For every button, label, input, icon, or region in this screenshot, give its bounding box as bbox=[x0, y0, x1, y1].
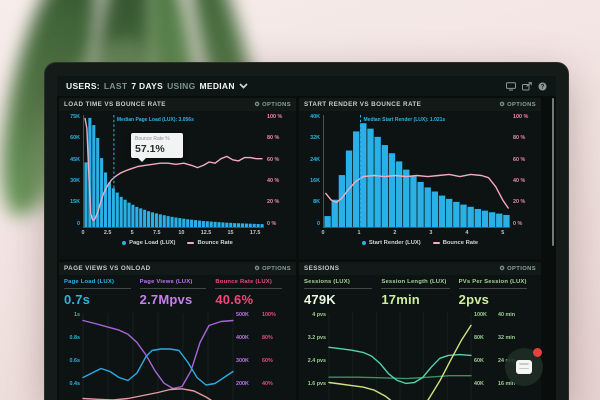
median-annotation: Median Page Load (LUX): 3.056s bbox=[116, 117, 194, 123]
laptop: USERS: LAST 7 DAYS USING MEDIAN bbox=[44, 62, 569, 400]
x-axis: 0 2.5 5 7.5 10 12.5 15 17.5 bbox=[81, 230, 261, 236]
metric-label: Page Views (LUX) bbox=[139, 279, 207, 289]
chart-area: 4 pvs 3.2 pvs 2.4 pvs 1.6 pvs 100K 80K 60K 40K… bbox=[299, 309, 541, 400]
y-axis-left: 40K 32K 24K 16K 8K 0 bbox=[310, 114, 320, 227]
date-range-selector[interactable]: USERS: LAST 7 DAYS USING MEDIAN bbox=[66, 81, 248, 91]
gear-icon: ⚙ bbox=[254, 265, 261, 272]
dashboard-screen: USERS: LAST 7 DAYS USING MEDIAN bbox=[57, 76, 556, 400]
help-icon[interactable]: ? bbox=[538, 82, 547, 91]
chevron-down-icon bbox=[239, 83, 248, 89]
metric-value: 17min bbox=[381, 292, 420, 307]
topbar: USERS: LAST 7 DAYS USING MEDIAN bbox=[57, 76, 556, 96]
chart-tooltip: Bounce Rate % 57.1% bbox=[131, 133, 183, 162]
gear-icon: ⚙ bbox=[499, 101, 506, 108]
page-views-line-chart bbox=[82, 313, 234, 400]
tooltip-arrow bbox=[138, 158, 146, 162]
share-icon[interactable] bbox=[522, 81, 532, 91]
y-axis-left: 1s 0.8s 0.6s 0.4s bbox=[69, 312, 81, 387]
scrollbar[interactable] bbox=[551, 98, 554, 246]
metric-page-views: Page Views (LUX) 2.7Mpvs bbox=[139, 279, 216, 307]
metric-value: 2pvs bbox=[458, 292, 490, 307]
panel-load-time-vs-bounce-rate: LOAD TIME VS BOUNCE RATE ⚙ OPTIONS 75K 60K… bbox=[59, 98, 296, 259]
sessions-line-chart bbox=[328, 313, 472, 400]
metric-session-length: Session Length (LUX) 17min bbox=[381, 279, 458, 307]
topbar-icons: ? bbox=[506, 81, 547, 91]
topbar-aggregation-value: MEDIAN bbox=[199, 81, 235, 91]
chat-widget-button[interactable] bbox=[505, 348, 543, 386]
metric-value: 40.6% bbox=[215, 292, 254, 307]
plot bbox=[82, 313, 234, 400]
metric-label: PVs Per Session (LUX) bbox=[458, 279, 527, 289]
median-annotation: Median Start Render (LUX): 1.021s bbox=[363, 117, 446, 123]
y-axis-right: 100 % 80 % 60 % 40 % 20 % 0 % bbox=[267, 114, 283, 227]
options-button[interactable]: ⚙ OPTIONS bbox=[254, 265, 291, 272]
topbar-last-label: LAST bbox=[103, 81, 128, 91]
topbar-users-label: USERS: bbox=[66, 81, 100, 91]
topbar-using-label: USING bbox=[167, 81, 196, 91]
y-axis-right-1: 100K 80K 60K 40K bbox=[474, 312, 487, 387]
metric-bounce-rate: Bounce Rate (LUX) 40.6% bbox=[215, 279, 291, 307]
plot: Median Page Load (LUX): 3.056s 0 2.5 5 7.5 1… bbox=[81, 115, 264, 238]
svg-text:?: ? bbox=[541, 83, 545, 90]
panel-title: LOAD TIME VS BOUNCE RATE bbox=[64, 101, 166, 108]
panel-header: SESSIONS ⚙ OPTIONS bbox=[299, 262, 541, 275]
panel-header: LOAD TIME VS BOUNCE RATE ⚙ OPTIONS bbox=[59, 98, 296, 111]
options-button[interactable]: ⚙ OPTIONS bbox=[499, 265, 536, 272]
panel-title: SESSIONS bbox=[304, 265, 340, 272]
metric-value: 2.7Mpvs bbox=[139, 292, 193, 307]
metric-label: Sessions (LUX) bbox=[304, 279, 373, 289]
display-icon[interactable] bbox=[506, 81, 516, 91]
metric-label: Page Load (LUX) bbox=[64, 279, 131, 289]
tooltip-value: 57.1% bbox=[135, 143, 165, 155]
y-axis-left: 4 pvs 3.2 pvs 2.4 pvs 1.6 pvs bbox=[307, 312, 326, 387]
y-axis-right: 100 % 80 % 60 % 40 % 20 % 0 % bbox=[513, 114, 529, 227]
chart-area: 40K 32K 24K 16K 8K 0 Median Start Render (LUX… bbox=[299, 111, 541, 238]
panel-title: START RENDER VS BOUNCE RATE bbox=[304, 101, 422, 108]
metric-value: 0.7s bbox=[64, 292, 91, 307]
options-button[interactable]: ⚙ OPTIONS bbox=[254, 101, 291, 108]
panel-page-views-vs-onload: PAGE VIEWS VS ONLOAD ⚙ OPTIONS Page Load … bbox=[59, 262, 296, 400]
start-render-histogram bbox=[323, 115, 510, 228]
topbar-range-value: 7 DAYS bbox=[131, 81, 164, 91]
panel-header: PAGE VIEWS VS ONLOAD ⚙ OPTIONS bbox=[59, 262, 296, 275]
tooltip-label: Bounce Rate % bbox=[135, 136, 170, 142]
chart-area: 1s 0.8s 0.6s 0.4s 500K 400K 300K 200K 100% 80% 6… bbox=[59, 309, 296, 400]
panel-header: START RENDER VS BOUNCE RATE ⚙ OPTIONS bbox=[299, 98, 541, 111]
metrics-row: Sessions (LUX) 479K Session Length (LUX)… bbox=[299, 275, 541, 309]
panel-sessions: SESSIONS ⚙ OPTIONS Sessions (LUX) 479K Se… bbox=[299, 262, 541, 400]
load-time-histogram bbox=[83, 115, 264, 228]
y-axis-right-1: 500K 400K 300K 200K bbox=[236, 312, 249, 387]
metric-label: Bounce Rate (LUX) bbox=[215, 279, 283, 289]
chart-legend: Start Render (LUX) Bounce Rate bbox=[299, 240, 541, 246]
metrics-row: Page Load (LUX) 0.7s Page Views (LUX) 2.… bbox=[59, 275, 296, 309]
metric-sessions: Sessions (LUX) 479K bbox=[304, 279, 381, 307]
gear-icon: ⚙ bbox=[499, 265, 506, 272]
chart-area: 75K 60K 45K 30K 15K 0 Median Page Load (LUX):… bbox=[59, 111, 296, 238]
panel-start-render-vs-bounce-rate: START RENDER VS BOUNCE RATE ⚙ OPTIONS 40K… bbox=[299, 98, 541, 259]
notification-badge bbox=[533, 348, 542, 357]
chat-icon bbox=[516, 360, 532, 374]
metric-pvs-per-session: PVs Per Session (LUX) 2pvs bbox=[458, 279, 536, 307]
panel-title: PAGE VIEWS VS ONLOAD bbox=[64, 265, 151, 272]
metric-value: 479K bbox=[304, 292, 336, 307]
options-button[interactable]: ⚙ OPTIONS bbox=[499, 101, 536, 108]
plot bbox=[328, 313, 472, 400]
metric-label: Session Length (LUX) bbox=[381, 279, 450, 289]
metric-page-load: Page Load (LUX) 0.7s bbox=[64, 279, 140, 307]
gear-icon: ⚙ bbox=[254, 101, 261, 108]
chart-legend: Page Load (LUX) Bounce Rate bbox=[59, 240, 296, 246]
y-axis-right-2: 100% 80% 60% 40% bbox=[262, 312, 276, 387]
y-axis-left: 75K 60K 45K 30K 15K 0 bbox=[70, 114, 80, 227]
